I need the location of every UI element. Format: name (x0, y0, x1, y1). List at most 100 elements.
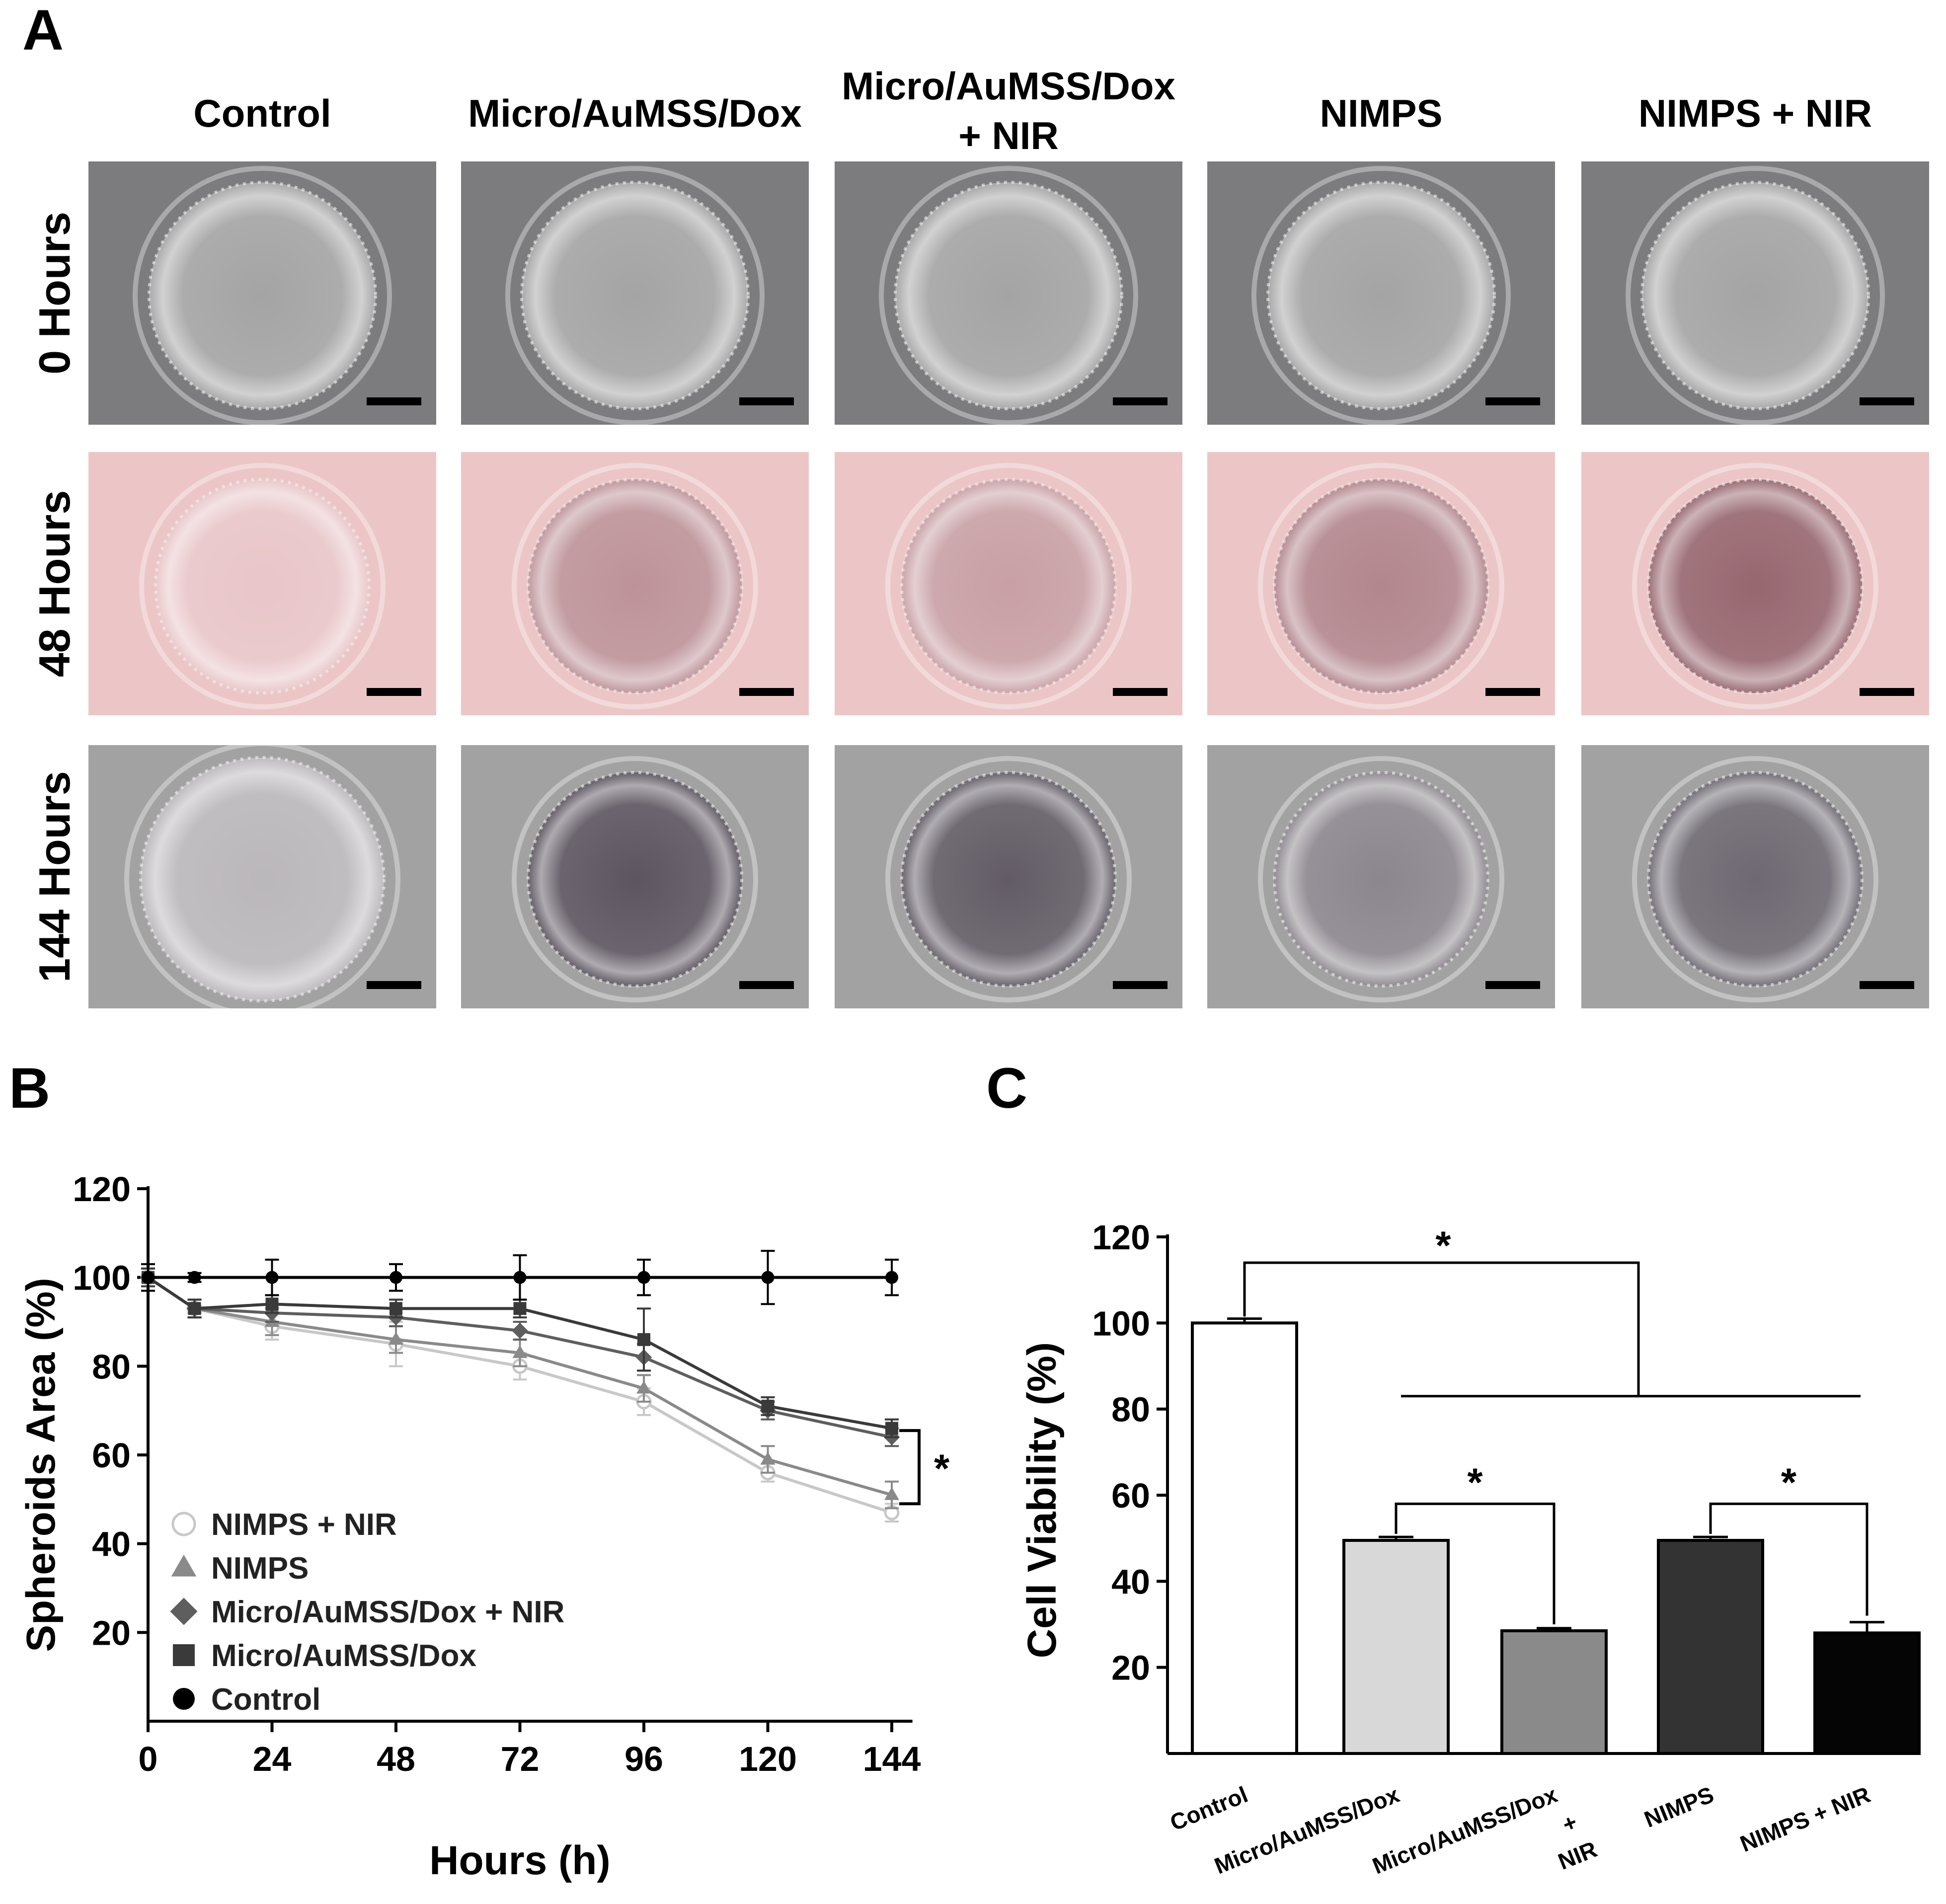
spheroid-edge (1273, 478, 1489, 694)
column-header: NIMPS (1320, 91, 1442, 135)
spheroid-edge (154, 478, 371, 694)
column-header: Control (193, 91, 331, 135)
data-point (171, 1512, 196, 1536)
data-point (761, 1399, 775, 1413)
y-tick-label: 120 (73, 1170, 131, 1209)
significance-bracket (1709, 1502, 1868, 1616)
data-point (513, 1302, 527, 1315)
well-ring (1632, 756, 1878, 1002)
spheroid-edge (1647, 478, 1864, 694)
data-point (885, 1422, 898, 1435)
bar (1813, 1631, 1921, 1755)
spheroid-edge (527, 771, 743, 988)
column-header: Micro/AuMSS/Dox (468, 91, 802, 135)
spheroid-rim (522, 182, 748, 409)
series-line (147, 1276, 892, 1430)
series (141, 1250, 899, 1305)
micrograph-cell (1581, 161, 1929, 425)
well-ring (1626, 166, 1885, 425)
scale-bar (1113, 397, 1168, 405)
x-tick-label: Control (1167, 1781, 1251, 1835)
micrograph-cell (88, 741, 436, 1017)
legend-label: Micro/AuMSS/Dox (211, 1639, 476, 1673)
row-label: 48 Hours (30, 490, 79, 678)
well-ring (133, 166, 392, 425)
significance-bracket (1395, 1502, 1556, 1624)
y-tick-label: 40 (1111, 1562, 1150, 1601)
scale-bar (1860, 981, 1914, 989)
data-point (188, 1302, 201, 1315)
legend-label: NIMPS (211, 1551, 309, 1586)
spheroid-rim (1642, 182, 1868, 409)
x-tick-label: 144 (863, 1740, 921, 1778)
spheroid-edge (148, 181, 377, 410)
spheroid-rim (141, 758, 384, 1001)
micrograph-cell (835, 745, 1182, 1008)
line-chart: 20 40 60 80 100 120 0 24 48 72 96 120 144 Hours (h) Sp… (18, 1170, 950, 1883)
data-point (188, 1271, 201, 1284)
micrograph-cell (88, 452, 436, 715)
data-point (173, 1644, 195, 1666)
data-point (171, 1554, 197, 1577)
scale-bar (367, 981, 421, 989)
spheroid-edge (900, 771, 1117, 988)
bar (1191, 1321, 1298, 1755)
data-point (512, 1322, 528, 1339)
spheroid-edge (894, 181, 1123, 410)
spheroid-edge (1640, 181, 1870, 410)
x-axis-label: Hours (h) (429, 1838, 610, 1883)
significance-star: * (1435, 1223, 1451, 1268)
spheroid-rim (528, 772, 742, 986)
legend-label: NIMPS + NIR (211, 1508, 397, 1542)
column-header: Micro/AuMSS/Dox (842, 64, 1175, 108)
spheroid-rim (528, 479, 742, 693)
x-tick-label: NIR (1555, 1836, 1601, 1875)
data-point (170, 1598, 198, 1625)
scale-bar (1860, 688, 1914, 696)
data-point (389, 1302, 402, 1315)
y-tick-label: 80 (1111, 1390, 1150, 1429)
panel-c-label: C (986, 1057, 1027, 1120)
row-label: 0 Hours (30, 212, 79, 375)
micrograph-cell (461, 452, 809, 715)
well-ring (885, 463, 1132, 709)
spheroid-edge (1273, 771, 1489, 988)
data-point (636, 1380, 651, 1394)
scale-bar (1113, 981, 1168, 989)
spheroid-edge (520, 181, 750, 410)
spheroid-rim (1274, 479, 1488, 693)
scale-bar (367, 397, 421, 405)
spheroid-rim (1648, 772, 1862, 986)
scale-bar (367, 688, 421, 696)
legend-label: Control (211, 1682, 320, 1717)
micrograph-cell (835, 452, 1182, 715)
spheroid-edge (900, 478, 1117, 694)
x-tick-label: NIMPS + NIR (1736, 1781, 1874, 1857)
y-tick-label: 20 (1111, 1649, 1150, 1687)
data-point (637, 1271, 650, 1284)
well-ring (1632, 463, 1878, 709)
well-ring (879, 166, 1138, 425)
spheroid-rim (895, 182, 1122, 409)
y-tick-label: 40 (92, 1525, 131, 1564)
row-label: 144 Hours (30, 771, 79, 983)
data-point (885, 1271, 898, 1284)
panel-a-label: A (22, 0, 64, 62)
data-point (761, 1271, 775, 1284)
bar (1342, 1539, 1450, 1755)
y-tick-label: 100 (73, 1259, 131, 1297)
scale-bar (739, 397, 794, 405)
spheroid-edge (1266, 181, 1496, 410)
spheroid-rim (1274, 772, 1488, 986)
y-tick-label: 120 (1092, 1218, 1150, 1257)
well-ring (1251, 166, 1511, 425)
well-ring (1258, 756, 1504, 1002)
spheroid-edge (527, 478, 743, 694)
y-axis-label: Spheroids Area (%) (18, 1278, 64, 1652)
well-ring (124, 741, 400, 1017)
data-point (884, 1487, 899, 1500)
x-tick-label: 120 (739, 1740, 797, 1778)
significance-star: * (1467, 1460, 1483, 1504)
y-tick-label: 20 (92, 1613, 131, 1652)
